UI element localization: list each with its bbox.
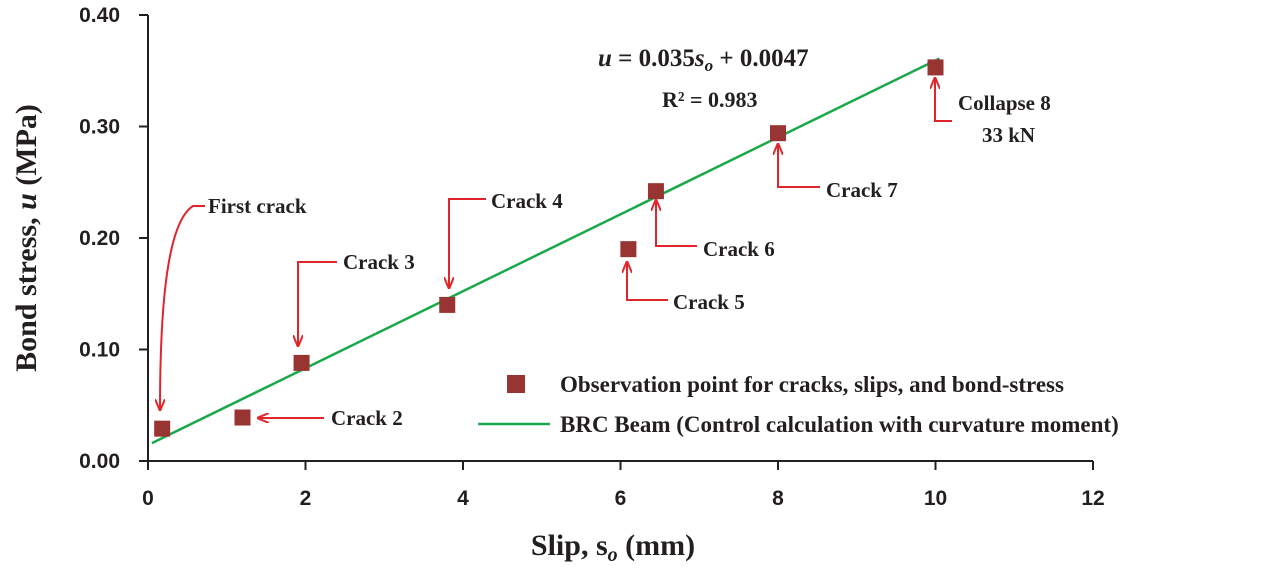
data-point bbox=[620, 241, 637, 258]
fit-line bbox=[151, 57, 940, 445]
regression-equation: u = 0.035so + 0.0047 bbox=[598, 45, 809, 75]
observation-points bbox=[154, 59, 944, 437]
data-point bbox=[770, 125, 786, 142]
data-point bbox=[154, 420, 171, 437]
annotation-first-crack: First crack bbox=[160, 194, 307, 410]
annotation-crack-2: Crack 2 bbox=[258, 406, 403, 430]
crack-5-arrow bbox=[627, 262, 668, 301]
crack-7-label: Crack 7 bbox=[826, 178, 898, 202]
data-point bbox=[234, 409, 251, 426]
crack-7-arrow bbox=[778, 144, 820, 188]
y-tick-label: 0.20 bbox=[79, 227, 120, 250]
annotation-crack-5: Crack 5 bbox=[627, 262, 745, 314]
annotation-crack-4: Crack 4 bbox=[449, 189, 563, 288]
legend-marker-observation bbox=[507, 375, 525, 393]
legend-label-line: BRC Beam (Control calculation with curva… bbox=[560, 412, 1119, 437]
annotation-crack-6: Crack 6 bbox=[656, 200, 775, 261]
legend-label-observation: Observation point for cracks, slips, and… bbox=[560, 372, 1064, 397]
x-tick-label: 8 bbox=[772, 487, 784, 510]
x-tick-label: 2 bbox=[300, 487, 312, 510]
y-axis-ticks: 0.00 0.10 0.20 0.30 0.40 bbox=[79, 4, 148, 473]
x-tick-label: 0 bbox=[142, 487, 154, 510]
x-tick-label: 4 bbox=[457, 487, 469, 510]
x-tick-label: 6 bbox=[615, 487, 627, 510]
y-tick-label: 0.40 bbox=[79, 4, 120, 27]
crack-4-arrow bbox=[449, 198, 486, 288]
collapse-8-label: Collapse 8 bbox=[958, 91, 1051, 115]
y-tick-label: 0.30 bbox=[79, 116, 120, 139]
data-point bbox=[439, 296, 456, 313]
collapse-8-arrow bbox=[935, 78, 952, 122]
first-crack-arrow bbox=[160, 205, 205, 410]
legend: Observation point for cracks, slips, and… bbox=[478, 372, 1119, 437]
annotation-crack-7: Crack 7 bbox=[778, 144, 898, 202]
crack-6-label: Crack 6 bbox=[703, 237, 775, 261]
annotation-collapse-8: Collapse 8 33 kN bbox=[935, 78, 1051, 147]
x-axis-ticks: 0 2 4 6 8 10 12 bbox=[142, 461, 1105, 510]
crack-6-arrow bbox=[656, 200, 697, 247]
crack-3-label: Crack 3 bbox=[343, 250, 415, 274]
annotation-crack-3: Crack 3 bbox=[298, 250, 415, 346]
first-crack-label: First crack bbox=[208, 194, 307, 218]
y-axis-title: Bond stress, u (MPa) bbox=[10, 104, 43, 372]
collapse-8-load: 33 kN bbox=[982, 123, 1035, 147]
r-squared: R² = 0.983 bbox=[662, 87, 758, 112]
crack-3-arrow bbox=[298, 261, 337, 346]
crack-4-label: Crack 4 bbox=[491, 189, 563, 213]
x-axis-title: Slip, so (mm) bbox=[531, 529, 695, 566]
data-point bbox=[927, 59, 944, 76]
y-tick-label: 0.00 bbox=[79, 450, 120, 473]
data-point bbox=[293, 354, 310, 371]
x-tick-label: 10 bbox=[924, 487, 947, 510]
crack-5-label: Crack 5 bbox=[673, 290, 745, 314]
x-tick-label: 12 bbox=[1081, 487, 1104, 510]
y-tick-label: 0.10 bbox=[79, 339, 120, 362]
data-point bbox=[647, 183, 664, 200]
crack-2-label: Crack 2 bbox=[331, 406, 403, 430]
